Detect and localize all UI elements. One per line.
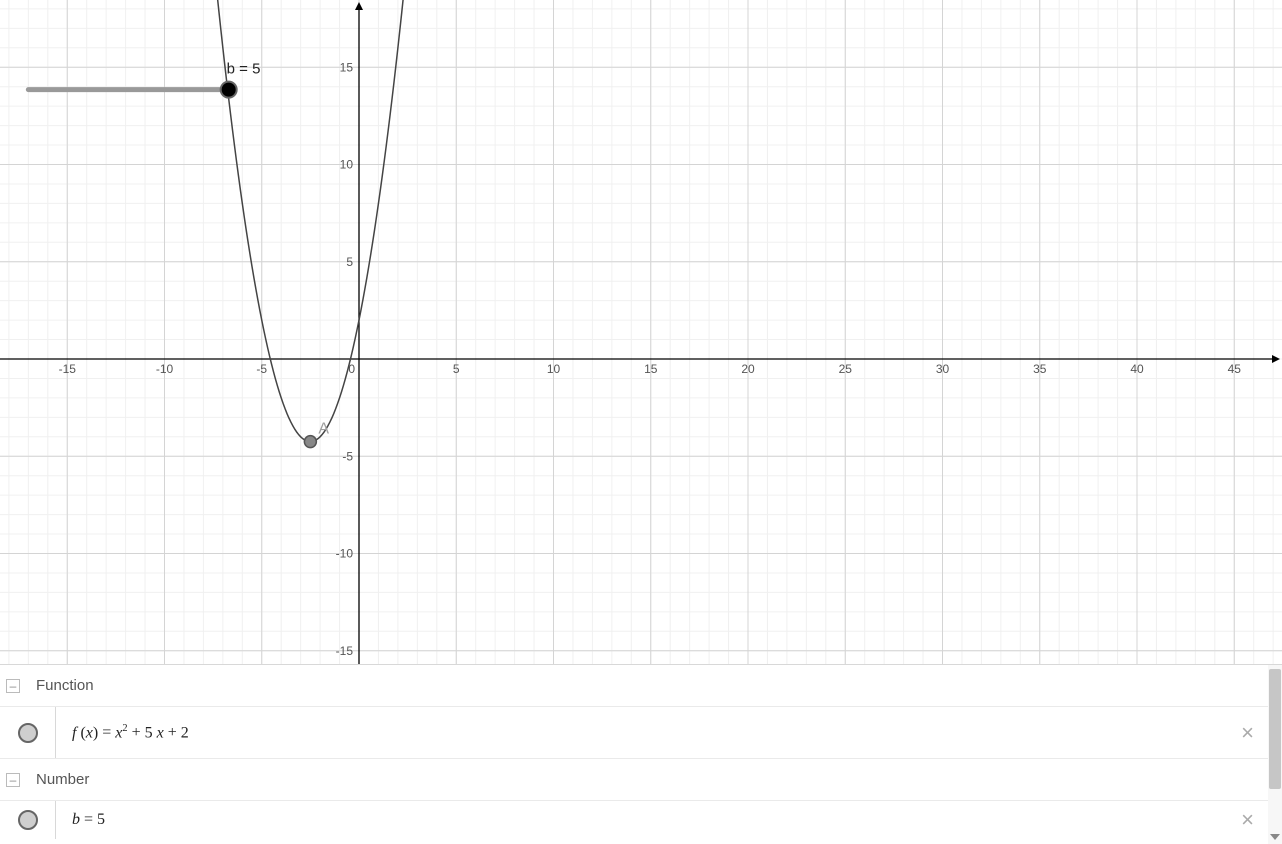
svg-text:45: 45 [1228,362,1242,376]
number-text[interactable]: b=5 [56,811,1282,829]
formula-text[interactable]: f (x)=x2+5 x+2 [56,723,1282,742]
scrollbar-thumb[interactable] [1269,669,1281,789]
scrollbar[interactable] [1268,665,1282,844]
svg-text:-5: -5 [342,449,353,463]
close-icon[interactable]: × [1241,720,1254,746]
function-curve[interactable] [165,0,457,442]
major-grid [0,0,1282,664]
svg-text:40: 40 [1130,362,1144,376]
svg-text:-5: -5 [256,362,267,376]
svg-text:35: 35 [1033,362,1047,376]
close-icon[interactable]: × [1241,807,1254,833]
chevron-down-icon[interactable] [1270,832,1280,842]
point-a-label: A [318,421,329,438]
section-title: Function [36,677,94,694]
slider-handle[interactable] [221,82,237,98]
svg-text:20: 20 [741,362,755,376]
svg-text:10: 10 [340,158,354,172]
section-header-number[interactable]: – Number [0,759,1282,801]
collapse-icon[interactable]: – [6,679,20,693]
svg-text:10: 10 [547,362,561,376]
point-a[interactable] [304,436,316,448]
svg-text:-10: -10 [336,547,354,561]
toggle-circle-icon [18,810,38,830]
toggle-circle-icon [18,723,38,743]
algebra-row-number[interactable]: b=5 × [0,801,1282,839]
graph-view[interactable]: -15-10-5051015202530354045-15-10-551015A… [0,0,1282,664]
x-axis-arrow [1272,355,1280,363]
slider-label: b = 5 [227,61,261,78]
minor-grid [0,0,1282,664]
svg-text:5: 5 [453,362,460,376]
svg-text:-15: -15 [336,644,354,658]
algebra-row-function[interactable]: f (x)=x2+5 x+2 × [0,707,1282,759]
section-header-function[interactable]: – Function [0,665,1282,707]
y-axis-arrow [355,2,363,10]
visibility-toggle[interactable] [0,801,56,839]
section-title: Number [36,771,89,788]
svg-text:30: 30 [936,362,950,376]
svg-text:15: 15 [644,362,658,376]
visibility-toggle[interactable] [0,707,56,758]
svg-text:15: 15 [340,60,354,74]
algebra-view: – Function f (x)=x2+5 x+2 × – Number b=5… [0,664,1282,844]
svg-text:-15: -15 [59,362,77,376]
svg-text:5: 5 [346,255,353,269]
collapse-icon[interactable]: – [6,773,20,787]
svg-text:-10: -10 [156,362,174,376]
graph-canvas[interactable]: -15-10-5051015202530354045-15-10-551015A… [0,0,1282,664]
svg-text:25: 25 [839,362,853,376]
